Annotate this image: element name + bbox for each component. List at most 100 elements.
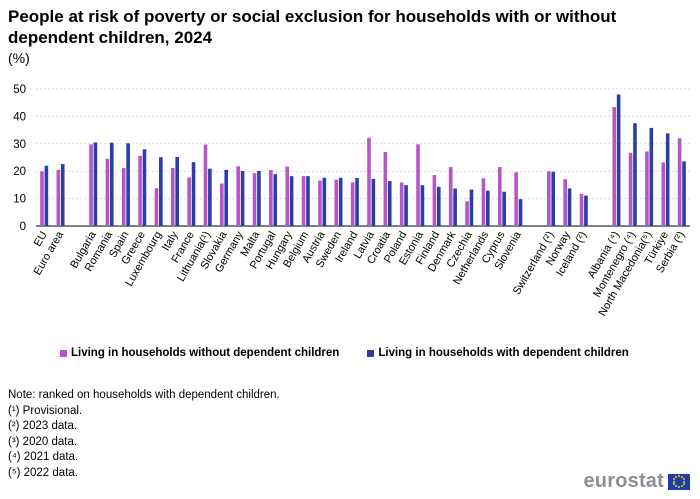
legend-item-with: Living in households with dependent chil… (367, 347, 629, 359)
bar-with-children (159, 157, 163, 226)
bar-with-children (208, 168, 212, 226)
note-line: (⁵) 2022 data. (8, 466, 78, 479)
bar-without-children (612, 107, 617, 226)
eu-flag-icon (668, 473, 690, 490)
bar-with-children (257, 170, 261, 226)
bar-without-children (481, 178, 486, 226)
y-tick-label: 10 (13, 194, 26, 206)
bar-with-children (240, 170, 245, 226)
eurostat-logo: eurostat (583, 470, 690, 493)
bar-without-children (269, 170, 273, 226)
flag-star (678, 475, 680, 478)
note-line: Note: ranked on households with dependen… (8, 389, 280, 401)
bar-with-children (649, 127, 654, 226)
bar-without-children (465, 201, 469, 226)
unit-label: (%) (8, 50, 30, 66)
flag-star (683, 480, 686, 483)
bar-with-children (682, 161, 686, 226)
bar-without-children (628, 152, 633, 226)
bar-with-children (616, 94, 621, 226)
bar-without-children (318, 180, 322, 226)
flag-star (680, 475, 683, 478)
bar-with-children (420, 185, 425, 226)
bar-without-children (89, 144, 93, 226)
flag-star (672, 480, 675, 483)
bar-with-children (633, 123, 637, 226)
y-tick-label: 30 (13, 139, 26, 151)
eurostat-wordmark: eurostat (583, 470, 664, 492)
legend-label-without: Living in households without dependent c… (71, 347, 340, 359)
y-tick-label: 0 (20, 221, 26, 233)
bar-with-children (289, 176, 294, 226)
notes-block: Note: ranked on households with dependen… (8, 388, 280, 482)
flag-star (673, 477, 676, 480)
legend-swatch-without (60, 349, 67, 357)
bar-without-children (579, 193, 584, 226)
bar-without-children (154, 188, 159, 226)
bar-without-children (416, 144, 420, 226)
flag-star (673, 483, 676, 486)
bar-with-children (584, 195, 588, 226)
bar-without-children (203, 144, 208, 226)
bar-without-children (285, 166, 290, 226)
bar-without-children (350, 182, 355, 226)
bar-with-children (387, 181, 392, 226)
note-line: (⁴) 2021 data. (8, 451, 79, 464)
note-line: (¹) Provisional. (8, 404, 83, 417)
bar-without-children (187, 177, 191, 226)
bar-without-children (514, 172, 518, 226)
bar-without-children (547, 171, 551, 226)
bar-without-children (399, 182, 404, 226)
flag-star (682, 483, 685, 486)
bar-without-children (105, 158, 110, 226)
flag-star (680, 485, 683, 487)
bar-with-children (306, 176, 310, 226)
bar-with-children (273, 174, 278, 226)
bar-with-children (109, 142, 114, 226)
bar-with-children (551, 171, 556, 226)
legend-swatch-with (367, 349, 375, 357)
bar-without-children (432, 175, 437, 226)
bar-with-children (175, 156, 179, 226)
chart-title: People at risk of poverty or social excl… (8, 7, 617, 47)
bar-with-children (518, 199, 523, 226)
flag-star (682, 477, 685, 480)
bar-without-children (367, 137, 371, 226)
bar-with-children (502, 191, 506, 226)
bar-without-children (497, 167, 502, 226)
bar-with-children (338, 177, 343, 226)
flag-star (678, 485, 680, 488)
y-tick-label: 50 (13, 84, 26, 96)
bar-with-children (469, 189, 474, 226)
bar-with-children (371, 178, 376, 226)
y-tick-label: 20 (13, 166, 26, 178)
bar-with-children (322, 177, 327, 226)
bar-with-children (436, 186, 441, 226)
bar-with-children (60, 164, 65, 226)
bar-without-children (383, 152, 388, 226)
chart-legend: Living in households without dependent c… (60, 347, 680, 359)
bar-with-children (665, 133, 670, 226)
bar-without-children (645, 151, 649, 226)
bar-with-children (404, 185, 408, 226)
bar-without-children (138, 155, 142, 226)
legend-item-without: Living in households without dependent c… (60, 347, 339, 359)
bar-without-children (252, 173, 257, 226)
bar-with-children (44, 165, 49, 226)
bar-without-children (170, 167, 175, 226)
legend-label-with: Living in households with dependent chil… (378, 347, 629, 359)
flag-star (675, 485, 678, 487)
flag-star (675, 475, 678, 478)
note-line: (³) 2020 data. (8, 435, 78, 448)
bar-without-children (220, 183, 224, 226)
bar-without-children (236, 166, 240, 226)
bar-with-children (453, 188, 457, 226)
bar-with-children (224, 169, 229, 226)
bar-without-children (301, 176, 306, 226)
bar-without-children (121, 167, 126, 226)
bar-with-children (93, 142, 98, 226)
bar-with-children (191, 162, 196, 226)
bar-without-children (334, 179, 339, 226)
bar-with-children (355, 178, 359, 226)
